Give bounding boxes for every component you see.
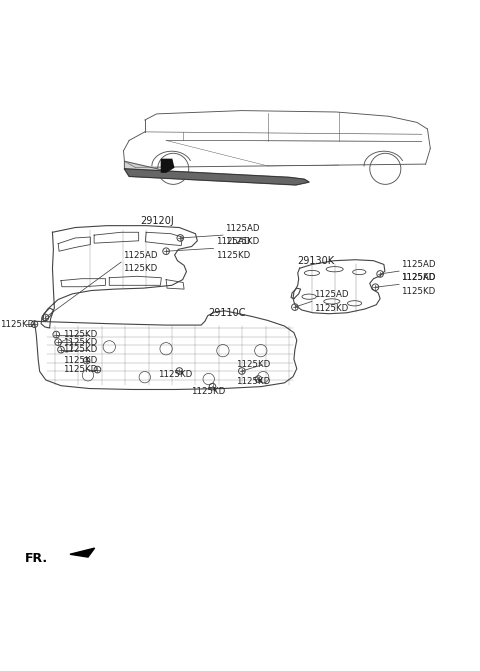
Text: 1125AD: 1125AD xyxy=(216,237,250,246)
Text: 1125KD: 1125KD xyxy=(63,356,97,365)
Polygon shape xyxy=(161,159,174,172)
Text: 1125KD: 1125KD xyxy=(314,304,348,313)
Text: 29120J: 29120J xyxy=(140,216,174,226)
Text: 1125KD: 1125KD xyxy=(225,238,260,246)
Text: 1125KD: 1125KD xyxy=(63,330,97,339)
Text: 1125KD: 1125KD xyxy=(216,251,250,260)
Text: 1125KD: 1125KD xyxy=(157,370,192,379)
Text: 1125KD: 1125KD xyxy=(401,274,436,282)
Text: 1125AD: 1125AD xyxy=(314,290,349,299)
Text: 1125AD: 1125AD xyxy=(225,223,260,233)
Text: 1125KD: 1125KD xyxy=(63,345,97,354)
Text: 1125KD: 1125KD xyxy=(401,287,436,296)
Text: 1125KD: 1125KD xyxy=(0,319,35,329)
Text: 1125KD: 1125KD xyxy=(236,377,270,386)
Text: 1125KD: 1125KD xyxy=(191,387,225,396)
Text: 1125AD: 1125AD xyxy=(123,251,158,260)
Text: 1125AD: 1125AD xyxy=(401,260,436,269)
Text: 29110C: 29110C xyxy=(209,308,246,318)
Polygon shape xyxy=(124,169,309,185)
Text: FR.: FR. xyxy=(25,552,48,564)
Text: 1125KD: 1125KD xyxy=(236,360,270,369)
Polygon shape xyxy=(124,161,172,177)
Polygon shape xyxy=(70,548,95,557)
Text: 1125KD: 1125KD xyxy=(63,338,97,347)
Text: 1125AD: 1125AD xyxy=(401,273,436,282)
Text: 1125KD: 1125KD xyxy=(63,365,97,374)
Text: 1125KD: 1125KD xyxy=(123,264,158,274)
Text: 29130K: 29130K xyxy=(298,256,335,266)
